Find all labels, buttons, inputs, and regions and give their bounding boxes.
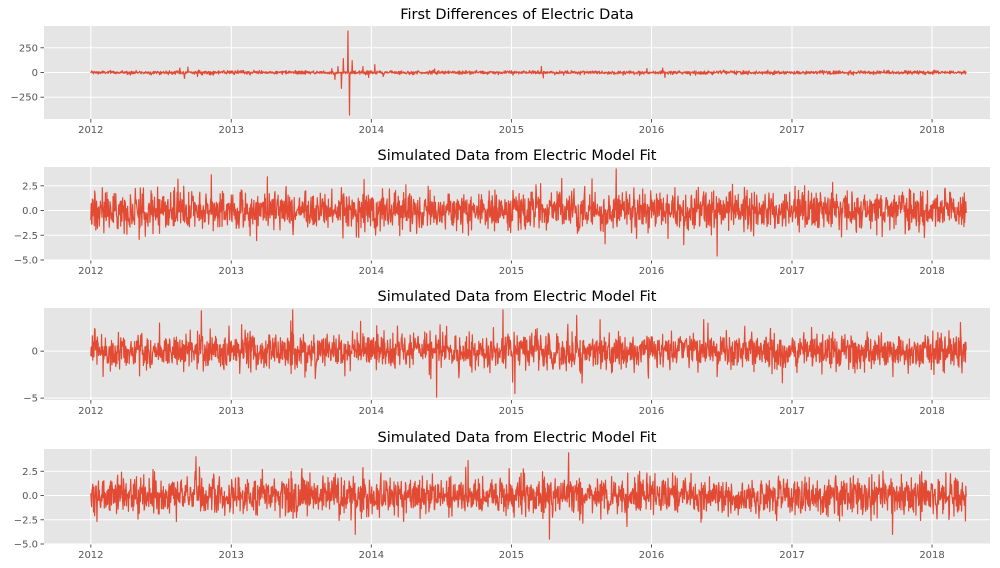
y-tick-label: 0 — [32, 347, 38, 358]
x-tick-label: 2018 — [919, 406, 944, 417]
chart-title: First Differences of Electric Data — [400, 7, 634, 23]
x-tick-label: 2013 — [219, 406, 244, 417]
y-tick-label: −2.5 — [14, 231, 38, 242]
x-tick-label: 2013 — [219, 266, 244, 277]
x-tick-label: 2018 — [919, 550, 944, 561]
y-tick-label: −2.5 — [14, 515, 38, 526]
x-tick-label: 2014 — [359, 125, 384, 136]
x-tick-label: 2013 — [219, 550, 244, 561]
x-tick-label: 2014 — [359, 406, 384, 417]
y-tick-label: 2.5 — [22, 181, 38, 192]
x-tick-label: 2017 — [779, 266, 804, 277]
x-tick-label: 2016 — [639, 266, 664, 277]
x-tick-label: 2016 — [639, 406, 664, 417]
x-tick-label: 2012 — [78, 266, 103, 277]
series-line — [90, 452, 967, 540]
chart-panel-4: 2012 2013 2014 2015 2016 2017 2018 −5.0 −2.5 0.0 2… — [14, 430, 990, 561]
chart-panel-2: 2012 2013 2014 2015 2016 2017 2018 −5.0 −2.5 0.0 2… — [14, 148, 990, 277]
y-tick-label: −5.0 — [14, 540, 38, 551]
y-tick-label: 0.0 — [22, 491, 38, 502]
series-line — [90, 309, 967, 398]
x-tick-label: 2015 — [499, 406, 524, 417]
chart-panel-3: 2012 2013 2014 2015 2016 2017 2018 −5 0 Simulated… — [23, 289, 990, 417]
chart-title: Simulated Data from Electric Model Fit — [378, 148, 657, 164]
y-tick-label: −5 — [23, 394, 38, 405]
x-tick-label: 2017 — [779, 550, 804, 561]
y-tick-label: 2.5 — [22, 467, 38, 478]
x-tick-label: 2015 — [499, 125, 524, 136]
x-tick-label: 2013 — [219, 125, 244, 136]
x-tick-label: 2014 — [359, 266, 384, 277]
chart-title: Simulated Data from Electric Model Fit — [378, 289, 657, 305]
chart-title: Simulated Data from Electric Model Fit — [378, 430, 657, 446]
x-tick-label: 2015 — [499, 266, 524, 277]
x-tick-label: 2018 — [919, 266, 944, 277]
y-tick-label: 0.0 — [22, 206, 38, 217]
x-tick-label: 2018 — [919, 125, 944, 136]
series-line — [90, 168, 967, 257]
x-tick-label: 2012 — [78, 125, 103, 136]
x-tick-label: 2014 — [359, 550, 384, 561]
x-tick-label: 2017 — [779, 125, 804, 136]
x-tick-label: 2012 — [78, 550, 103, 561]
y-tick-label: −250 — [11, 93, 38, 104]
y-tick-label: 0 — [32, 68, 38, 79]
y-tick-label: −5.0 — [14, 256, 38, 267]
x-tick-label: 2017 — [779, 406, 804, 417]
series-line — [90, 30, 967, 116]
x-tick-label: 2016 — [639, 125, 664, 136]
x-tick-label: 2012 — [78, 406, 103, 417]
x-tick-label: 2015 — [499, 550, 524, 561]
y-tick-label: 250 — [19, 43, 38, 54]
x-tick-label: 2016 — [639, 550, 664, 561]
chart-panel-1: 2012 2013 2014 2015 2016 2017 2018 −250 0 250 Firs… — [11, 7, 990, 136]
